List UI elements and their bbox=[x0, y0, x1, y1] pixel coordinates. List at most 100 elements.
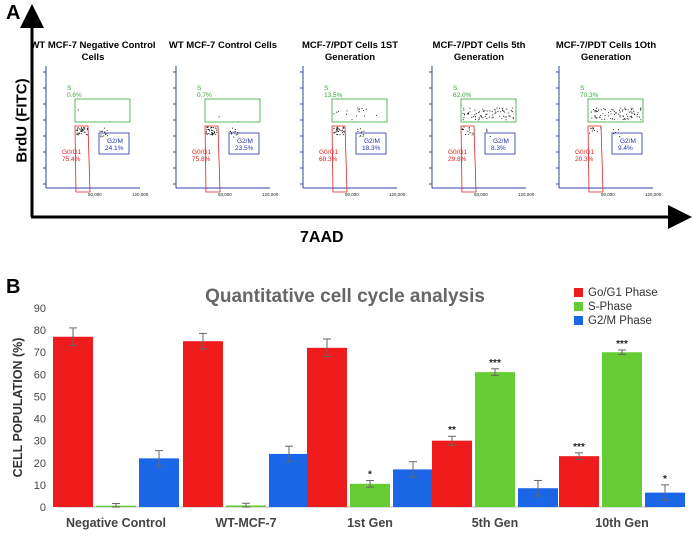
g0g1-event-dot bbox=[80, 127, 82, 129]
panel-a-label: A bbox=[6, 2, 21, 24]
s-event-dot bbox=[632, 112, 634, 114]
bar bbox=[602, 352, 642, 507]
s-event-dot bbox=[477, 119, 479, 121]
g0g1-event-dot bbox=[472, 133, 475, 135]
s-event-dot bbox=[484, 115, 486, 117]
g2m-event-dot bbox=[613, 132, 615, 134]
s-event-dot bbox=[610, 113, 612, 115]
bar bbox=[432, 440, 472, 507]
s-gate bbox=[331, 98, 388, 123]
g0g1-event-dot bbox=[210, 134, 213, 136]
g0g1-event-dot bbox=[214, 133, 216, 135]
g0g1-event-dot bbox=[211, 134, 214, 136]
bar bbox=[475, 372, 515, 507]
g0g1-event-dot bbox=[334, 132, 336, 134]
s-event-dot bbox=[636, 113, 638, 115]
g0g1-event-dot bbox=[591, 127, 593, 129]
g0g1-gate bbox=[331, 125, 348, 193]
flow-plot-x-tick-label: 120,000 bbox=[645, 192, 662, 197]
s-event-dot bbox=[595, 111, 597, 113]
g0g1-event-dot bbox=[216, 131, 218, 133]
s-event-dot bbox=[503, 111, 505, 113]
s-event-dot bbox=[607, 112, 610, 114]
g2m-event-dot bbox=[613, 128, 615, 131]
g2m-gate-value: 23.5% bbox=[235, 145, 254, 152]
s-event-dot bbox=[612, 109, 614, 111]
s-event-dot bbox=[594, 116, 596, 118]
s-event-dot bbox=[492, 114, 494, 116]
s-event-dot bbox=[599, 116, 601, 118]
g0g1-gate-label: G0/G1 bbox=[192, 149, 212, 156]
s-gate-label: S bbox=[324, 85, 329, 92]
g0g1-event-dot bbox=[600, 127, 602, 129]
s-event-dot bbox=[486, 117, 488, 119]
s-event-dot bbox=[505, 119, 507, 121]
chart-title: Quantitative cell cycle analysis bbox=[205, 286, 485, 307]
g0g1-event-dot bbox=[337, 128, 339, 130]
g0g1-event-dot bbox=[216, 129, 218, 131]
s-event-dot bbox=[346, 110, 348, 112]
g2m-event-dot bbox=[361, 130, 363, 133]
g0g1-gate-label: G0/G1 bbox=[448, 149, 468, 156]
x-tick-label: 10th Gen bbox=[595, 516, 649, 530]
s-event-dot bbox=[338, 111, 340, 113]
g2m-event-dot bbox=[237, 132, 239, 134]
g2m-gate-value: 18.3% bbox=[362, 145, 381, 152]
s-event-dot bbox=[463, 107, 465, 109]
s-event-dot bbox=[626, 113, 628, 115]
s-event-dot bbox=[361, 108, 363, 110]
g2m-event-dot bbox=[363, 134, 365, 136]
s-event-dot bbox=[469, 111, 471, 113]
g0g1-event-dot bbox=[80, 129, 82, 132]
g0g1-event-dot bbox=[214, 127, 217, 129]
s-gate bbox=[460, 98, 517, 123]
g0g1-event-dot bbox=[333, 128, 335, 130]
g0g1-event-dot bbox=[210, 127, 212, 129]
g0g1-event-dot bbox=[205, 132, 207, 134]
s-event-dot bbox=[355, 115, 358, 117]
s-event-dot bbox=[482, 108, 484, 110]
g0g1-gate bbox=[74, 125, 91, 193]
g0g1-gate-label: G0/G1 bbox=[62, 149, 82, 156]
s-event-dot bbox=[508, 115, 510, 117]
g2m-event-dot bbox=[100, 134, 102, 136]
s-event-dot bbox=[358, 108, 361, 110]
g0g1-event-dot bbox=[471, 134, 473, 136]
flow-plot-title: WT MCF-7 Negative Control Cells bbox=[30, 40, 156, 63]
flow-plot-x-tick-label: 50,000 bbox=[601, 192, 615, 197]
flow-plot-x-tick-label: 120,000 bbox=[132, 192, 149, 197]
x-tick-label: Negative Control bbox=[66, 516, 166, 530]
s-event-dot bbox=[510, 110, 512, 112]
g2m-event-dot bbox=[229, 130, 231, 133]
s-event-dot bbox=[610, 117, 612, 120]
g2m-event-dot bbox=[363, 130, 365, 132]
s-event-dot bbox=[624, 118, 626, 120]
g0g1-event-dot bbox=[78, 128, 80, 130]
y-tick-label: 0 bbox=[40, 502, 46, 514]
g0g1-event-dot bbox=[590, 127, 592, 129]
g0g1-event-dot bbox=[206, 133, 208, 135]
s-event-dot bbox=[618, 113, 620, 115]
s-event-dot bbox=[491, 110, 493, 113]
s-event-dot bbox=[592, 108, 595, 111]
legend-swatch bbox=[574, 288, 583, 297]
g0g1-event-dot bbox=[336, 129, 338, 131]
g0g1-event-dot bbox=[594, 129, 596, 132]
g0g1-event-dot bbox=[78, 132, 80, 134]
s-event-dot bbox=[640, 109, 642, 111]
g0g1-event-dot bbox=[468, 127, 470, 129]
g2m-event-dot bbox=[104, 134, 107, 136]
g0g1-event-dot bbox=[337, 130, 340, 132]
s-event-dot bbox=[509, 115, 511, 117]
s-event-dot bbox=[631, 116, 633, 118]
s-event-dot bbox=[620, 107, 622, 109]
g0g1-event-dot bbox=[337, 134, 339, 136]
s-event-dot bbox=[503, 115, 505, 117]
g2m-event-dot bbox=[234, 128, 236, 131]
g0g1-event-dot bbox=[78, 133, 80, 135]
bar bbox=[350, 483, 390, 507]
g2m-event-dot bbox=[360, 135, 362, 137]
s-event-dot bbox=[503, 110, 505, 112]
s-event-dot bbox=[474, 109, 476, 111]
